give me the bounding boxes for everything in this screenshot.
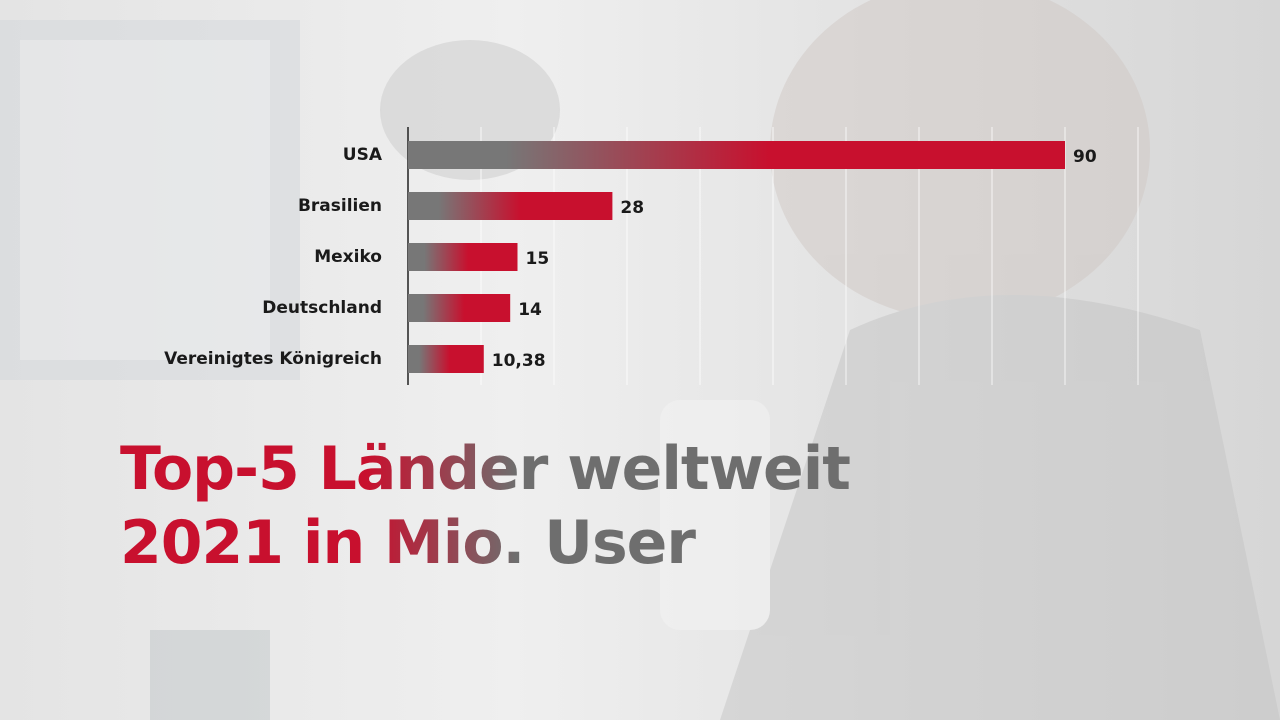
bar bbox=[408, 243, 518, 271]
y-tick-label: Brasilien bbox=[298, 196, 382, 216]
value-label: 28 bbox=[620, 198, 644, 218]
y-tick-label: Deutschland bbox=[262, 298, 382, 318]
y-tick-label: Vereinigtes Königreich bbox=[164, 349, 382, 369]
chart-title: Top-5 Länder weltweit 2021 in Mio. User bbox=[120, 432, 1000, 580]
value-label: 14 bbox=[518, 300, 542, 320]
value-label: 10,38 bbox=[492, 351, 546, 371]
value-label: 15 bbox=[526, 249, 550, 269]
bar bbox=[408, 141, 1065, 169]
bar bbox=[408, 294, 511, 322]
y-tick-label: USA bbox=[343, 145, 383, 165]
bar bbox=[408, 192, 613, 220]
y-tick-label: Mexiko bbox=[314, 247, 382, 267]
bar bbox=[408, 345, 484, 373]
value-label: 90 bbox=[1073, 147, 1097, 167]
